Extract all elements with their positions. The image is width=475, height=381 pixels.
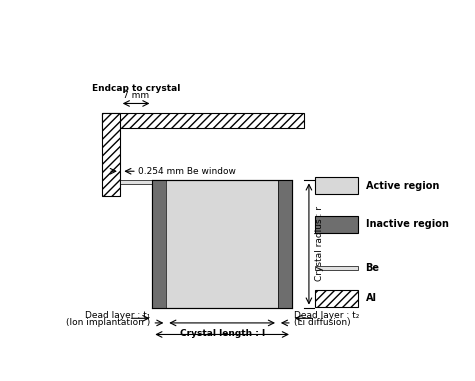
Text: Crystal radius : r: Crystal radius : r bbox=[315, 207, 324, 282]
Text: (Li diffusion): (Li diffusion) bbox=[294, 318, 351, 327]
Text: 0.254 mm Be window: 0.254 mm Be window bbox=[138, 167, 236, 176]
Text: Dead layer : t₂: Dead layer : t₂ bbox=[294, 311, 360, 320]
Text: Dead layer : t₁: Dead layer : t₁ bbox=[85, 311, 150, 320]
Text: (Ion implantation ): (Ion implantation ) bbox=[66, 318, 150, 327]
Text: Endcap to crystal: Endcap to crystal bbox=[92, 84, 180, 93]
Text: Inactive region: Inactive region bbox=[365, 219, 448, 229]
Bar bbox=[102, 114, 304, 128]
Text: Al: Al bbox=[365, 293, 377, 303]
Text: Crystal length : l: Crystal length : l bbox=[180, 329, 265, 338]
Bar bbox=[152, 181, 292, 307]
Text: 7 mm: 7 mm bbox=[123, 91, 149, 99]
Bar bbox=[315, 290, 358, 307]
Bar bbox=[102, 114, 120, 196]
Bar bbox=[315, 216, 358, 233]
Bar bbox=[152, 181, 166, 307]
Bar bbox=[120, 181, 152, 184]
Text: Active region: Active region bbox=[365, 181, 439, 191]
Bar bbox=[278, 181, 292, 307]
Text: Be: Be bbox=[365, 263, 380, 273]
Bar bbox=[315, 266, 358, 270]
Bar bbox=[315, 178, 358, 194]
